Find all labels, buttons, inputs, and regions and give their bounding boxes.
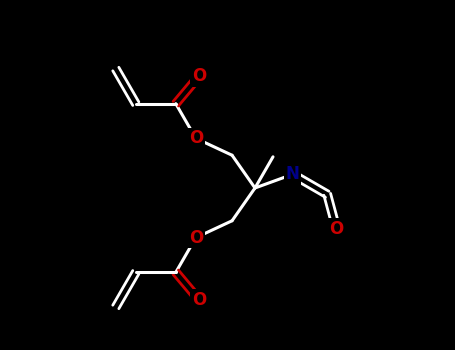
Text: O: O [189, 130, 203, 147]
Text: O: O [189, 229, 203, 247]
Text: N: N [286, 165, 299, 183]
Text: O: O [192, 67, 206, 85]
Text: O: O [192, 291, 206, 309]
Text: O: O [329, 220, 344, 238]
